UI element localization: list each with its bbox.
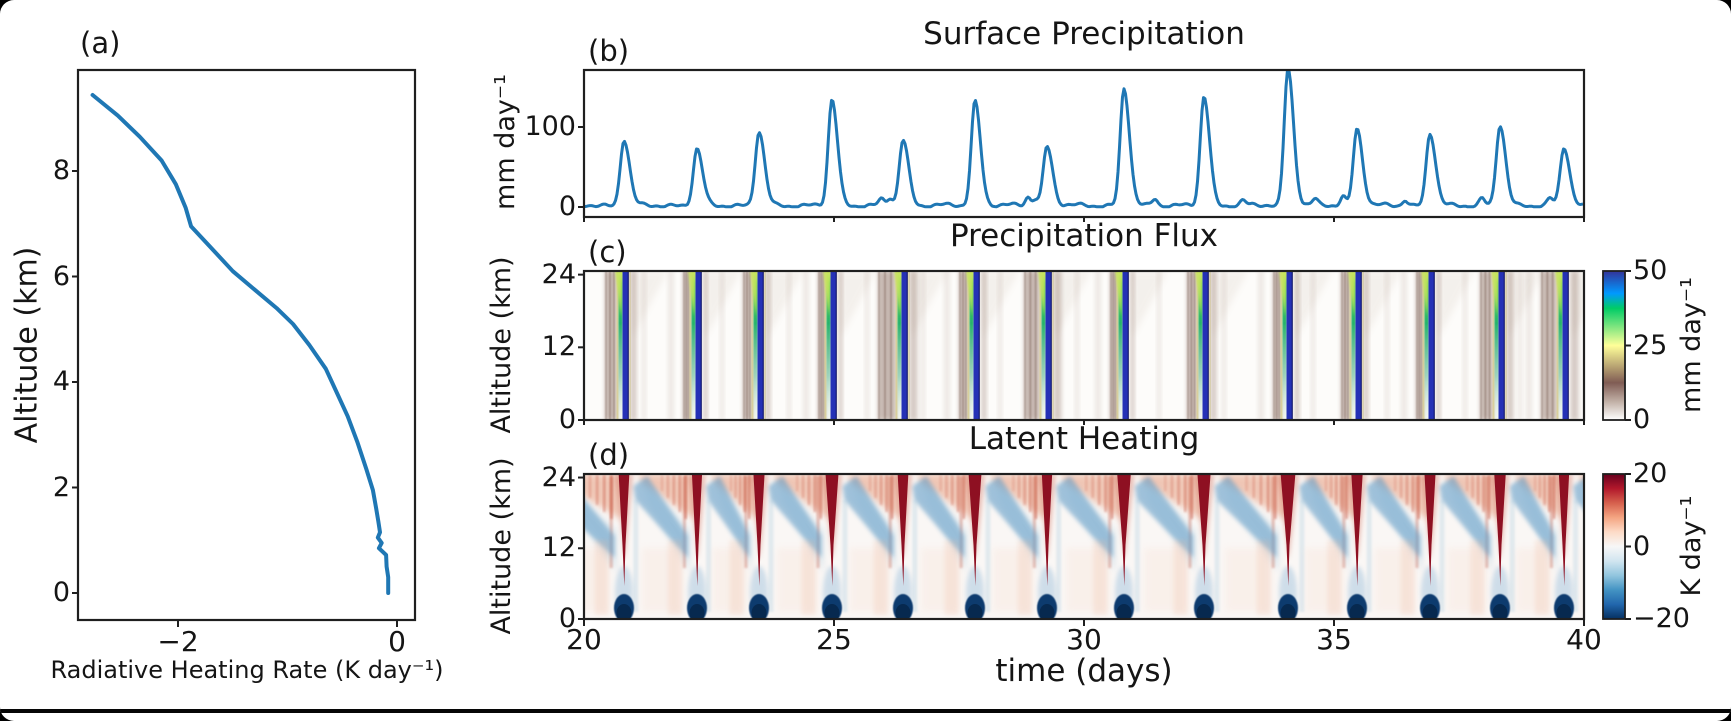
colorbars <box>1602 270 1631 620</box>
panel-c-ytick: 0 <box>558 404 576 435</box>
colorbar-c-tick: 25 <box>1633 329 1668 361</box>
shared-xtick: 30 <box>1066 623 1102 656</box>
panel-d-ytick: 0 <box>558 603 576 634</box>
panel-d-ytick: 12 <box>541 532 576 564</box>
window-bottom-divider <box>0 709 1731 713</box>
panel-a-xtick: −2 <box>157 625 199 658</box>
heatmap-precip-flux <box>584 271 1584 420</box>
panel-d-ytick: 24 <box>541 461 576 493</box>
panel-a-xtick: 0 <box>388 625 406 658</box>
shared-xtick: 35 <box>1316 623 1352 656</box>
colorbar-d-tick: 0 <box>1633 530 1651 562</box>
shared-xtick: 20 <box>566 623 602 656</box>
panel-b-tag: (b) <box>588 34 630 68</box>
panel-a-ytick: 2 <box>52 471 70 503</box>
panel-d-title: Latent Heating <box>968 421 1200 457</box>
panel-a-ytick: 0 <box>52 577 70 608</box>
panel-c-title: Precipitation Flux <box>949 218 1219 254</box>
panel-b-title: Surface Precipitation <box>923 16 1245 52</box>
colorbar-c-tick: 50 <box>1633 255 1668 286</box>
shared-x-label: time (days) <box>995 653 1173 689</box>
panel-a-tag: (a) <box>80 26 121 60</box>
panel-a-xlabel: Radiative Heating Rate (K day⁻¹) <box>50 656 444 684</box>
colorbar-c-tick: 0 <box>1633 404 1651 435</box>
shared-xtick: 25 <box>816 623 852 656</box>
panel-a-ytick: 8 <box>52 155 70 186</box>
colorbar-d-tick: 20 <box>1633 458 1668 489</box>
panel-b-ytick: 0 <box>558 191 576 222</box>
panel-c-tag: (c) <box>588 235 627 269</box>
panel-c-ytick: 12 <box>541 331 576 363</box>
panel-a-ytick: 4 <box>52 366 70 397</box>
line-plots <box>90 70 1584 595</box>
heatmap-latent-heating <box>584 474 1584 619</box>
colorbar-d-tick: −20 <box>1633 603 1690 634</box>
axes-and-spines <box>72 68 1586 627</box>
panel-a-ytick: 6 <box>52 260 70 292</box>
panel-d-tag: (d) <box>588 438 630 472</box>
panel-b-ytick: 100 <box>524 111 576 142</box>
shared-xtick: 40 <box>1566 623 1602 656</box>
panel-b-ylabel: mm day⁻¹ <box>489 74 521 210</box>
panel-c-ytick: 24 <box>541 258 576 290</box>
